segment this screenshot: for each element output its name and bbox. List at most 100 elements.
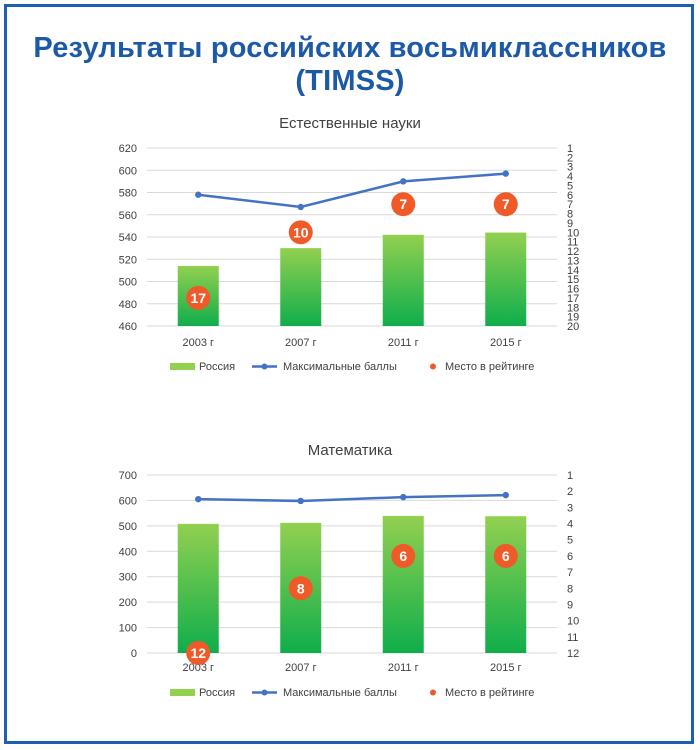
legend-label: Максимальные баллы xyxy=(283,687,397,699)
legend-label: Место в рейтинге xyxy=(445,361,534,373)
y-tick-label: 480 xyxy=(119,299,137,311)
x-tick-label: 2007 г xyxy=(285,662,317,674)
y2-tick-label: 6 xyxy=(567,190,573,202)
bar xyxy=(485,516,527,653)
series-line xyxy=(198,493,506,503)
y-tick-label: 540 xyxy=(119,232,137,244)
y2-tick-label: 15 xyxy=(567,274,579,286)
chart-1: Естественные науки4604805005205405605806… xyxy=(119,115,580,373)
y-tick-label: 300 xyxy=(119,572,137,584)
line-point xyxy=(502,491,509,499)
y2-tick-label: 9 xyxy=(567,218,573,230)
legend-swatch-marker xyxy=(430,689,436,696)
y2-tick-label: 12 xyxy=(567,246,579,258)
y2-tick-label: 5 xyxy=(567,180,573,192)
y2-tick-label: 2 xyxy=(567,486,573,498)
y2-tick-label: 17 xyxy=(567,293,579,305)
bar xyxy=(177,523,219,653)
rank-label: 6 xyxy=(399,548,407,564)
x-tick-label: 2007 г xyxy=(285,337,317,349)
page-title: Результаты российских восьмиклассников (… xyxy=(33,32,667,97)
x-tick-label: 2003 г xyxy=(182,337,214,349)
rank-label: 12 xyxy=(190,645,206,661)
x-tick-label: 2011 г xyxy=(388,662,419,674)
y2-tick-label: 16 xyxy=(567,284,579,296)
chart-title: Математика xyxy=(308,442,393,459)
rank-label: 17 xyxy=(190,290,206,306)
legend-swatch-point xyxy=(261,363,268,370)
y2-tick-label: 7 xyxy=(567,567,573,579)
y2-tick-label: 18 xyxy=(567,302,579,314)
y-tick-label: 520 xyxy=(119,254,137,266)
line-point xyxy=(297,497,304,505)
page-frame xyxy=(4,4,694,744)
legend-label: Россия xyxy=(199,361,235,373)
rank-marker xyxy=(186,641,211,665)
y2-tick-label: 3 xyxy=(567,162,573,174)
y2-tick-label: 19 xyxy=(567,312,579,324)
y-tick-label: 460 xyxy=(119,321,137,333)
y2-tick-label: 9 xyxy=(567,599,573,611)
rank-label: 10 xyxy=(293,224,309,240)
line-point xyxy=(297,203,304,211)
x-tick-label: 2015 г xyxy=(490,662,522,674)
y-tick-label: 620 xyxy=(119,143,137,155)
bar xyxy=(382,234,424,326)
x-tick-label: 2003 г xyxy=(182,662,214,674)
y2-tick-label: 1 xyxy=(567,143,573,155)
y-tick-label: 200 xyxy=(119,597,137,609)
bar xyxy=(485,232,527,326)
legend-swatch-bar xyxy=(170,689,195,696)
rank-marker xyxy=(391,543,416,568)
bar xyxy=(280,248,322,326)
y2-tick-label: 20 xyxy=(567,321,579,333)
y-tick-label: 100 xyxy=(119,623,137,635)
y-tick-label: 0 xyxy=(131,648,137,660)
y-tick-label: 700 xyxy=(119,470,137,482)
rank-label: 8 xyxy=(297,580,305,596)
y2-tick-label: 11 xyxy=(567,237,578,249)
rank-marker xyxy=(391,192,416,217)
rank-marker xyxy=(493,543,518,568)
rank-marker xyxy=(493,192,518,217)
legend-swatch-marker xyxy=(430,363,436,370)
legend-label: Россия xyxy=(199,687,235,699)
y2-tick-label: 10 xyxy=(567,616,579,628)
y2-tick-label: 8 xyxy=(567,209,573,221)
bar xyxy=(382,515,424,653)
y2-tick-label: 10 xyxy=(567,227,579,239)
line-point xyxy=(195,495,202,503)
series-line xyxy=(198,172,506,209)
y2-tick-label: 11 xyxy=(567,632,578,644)
line-point xyxy=(502,170,509,177)
legend-label: Максимальные баллы xyxy=(283,361,397,373)
chart-title: Естественные науки xyxy=(279,115,421,132)
y-tick-label: 580 xyxy=(119,188,137,200)
legend: Россия Максимальные баллы Место в рейтинге xyxy=(170,687,534,699)
y2-tick-label: 1 xyxy=(567,470,573,482)
y-tick-label: 500 xyxy=(119,521,137,533)
legend-swatch-point xyxy=(261,689,268,696)
rank-marker xyxy=(288,220,313,245)
legend: Россия Максимальные баллы Место в рейтинге xyxy=(170,361,534,373)
y2-tick-label: 12 xyxy=(567,648,579,660)
y2-tick-label: 2 xyxy=(567,152,573,164)
x-tick-label: 2011 г xyxy=(388,337,419,349)
y-tick-label: 600 xyxy=(119,165,137,177)
y2-tick-label: 14 xyxy=(567,265,579,277)
y2-tick-label: 4 xyxy=(567,171,573,183)
y-tick-label: 600 xyxy=(119,495,137,507)
rank-label: 7 xyxy=(502,196,510,212)
y2-tick-label: 4 xyxy=(567,519,573,531)
y2-tick-label: 13 xyxy=(567,255,579,267)
y2-tick-label: 7 xyxy=(567,199,573,211)
rank-label: 7 xyxy=(399,196,407,212)
legend-label: Место в рейтинге xyxy=(445,687,534,699)
rank-marker xyxy=(186,285,211,310)
y-tick-label: 500 xyxy=(119,277,137,289)
legend-swatch-bar xyxy=(170,363,195,370)
line-point xyxy=(195,191,202,198)
y2-tick-label: 5 xyxy=(567,535,573,547)
